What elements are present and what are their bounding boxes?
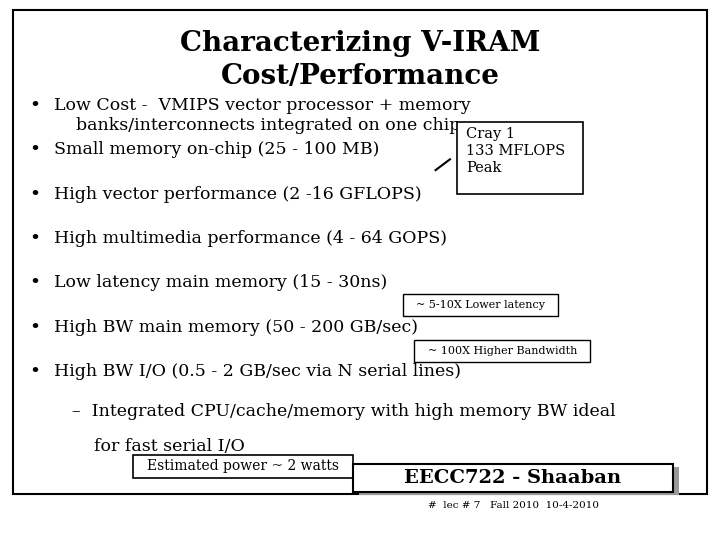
Text: •: • <box>29 363 40 381</box>
Text: High multimedia performance (4 - 64 GOPS): High multimedia performance (4 - 64 GOPS… <box>54 230 447 247</box>
Text: •: • <box>29 230 40 248</box>
Text: High BW main memory (50 - 200 GB/sec): High BW main memory (50 - 200 GB/sec) <box>54 319 418 335</box>
Text: for fast serial I/O: for fast serial I/O <box>72 438 245 455</box>
FancyBboxPatch shape <box>359 467 679 495</box>
FancyBboxPatch shape <box>353 464 673 492</box>
Text: High BW I/O (0.5 - 2 GB/sec via N serial lines): High BW I/O (0.5 - 2 GB/sec via N serial… <box>54 363 461 380</box>
Text: EECC722 - Shaaban: EECC722 - Shaaban <box>405 469 621 487</box>
Text: #  lec # 7   Fall 2010  10-4-2010: # lec # 7 Fall 2010 10-4-2010 <box>428 502 598 510</box>
Text: ~ 100X Higher Bandwidth: ~ 100X Higher Bandwidth <box>428 346 577 356</box>
Text: –  Integrated CPU/cache/memory with high memory BW ideal: – Integrated CPU/cache/memory with high … <box>72 403 616 420</box>
FancyBboxPatch shape <box>13 10 707 494</box>
Text: •: • <box>29 97 40 115</box>
Text: Estimated power ~ 2 watts: Estimated power ~ 2 watts <box>147 460 339 473</box>
Text: Low Cost -  VMIPS vector processor + memory
    banks/interconnects integrated o: Low Cost - VMIPS vector processor + memo… <box>54 97 471 134</box>
Text: ~ 5-10X Lower latency: ~ 5-10X Lower latency <box>416 300 545 310</box>
FancyBboxPatch shape <box>414 340 590 362</box>
Text: High vector performance (2 -16 GFLOPS): High vector performance (2 -16 GFLOPS) <box>54 186 422 202</box>
Text: Cray 1
133 MFLOPS
Peak: Cray 1 133 MFLOPS Peak <box>466 127 565 176</box>
Text: •: • <box>29 141 40 159</box>
Text: •: • <box>29 274 40 292</box>
Text: •: • <box>29 186 40 204</box>
FancyBboxPatch shape <box>133 455 353 478</box>
Text: Characterizing V-IRAM
Cost/Performance: Characterizing V-IRAM Cost/Performance <box>180 30 540 90</box>
Text: •: • <box>29 319 40 336</box>
FancyBboxPatch shape <box>403 294 558 316</box>
Text: Small memory on-chip (25 - 100 MB): Small memory on-chip (25 - 100 MB) <box>54 141 379 158</box>
Text: Low latency main memory (15 - 30ns): Low latency main memory (15 - 30ns) <box>54 274 387 291</box>
FancyBboxPatch shape <box>457 122 583 194</box>
